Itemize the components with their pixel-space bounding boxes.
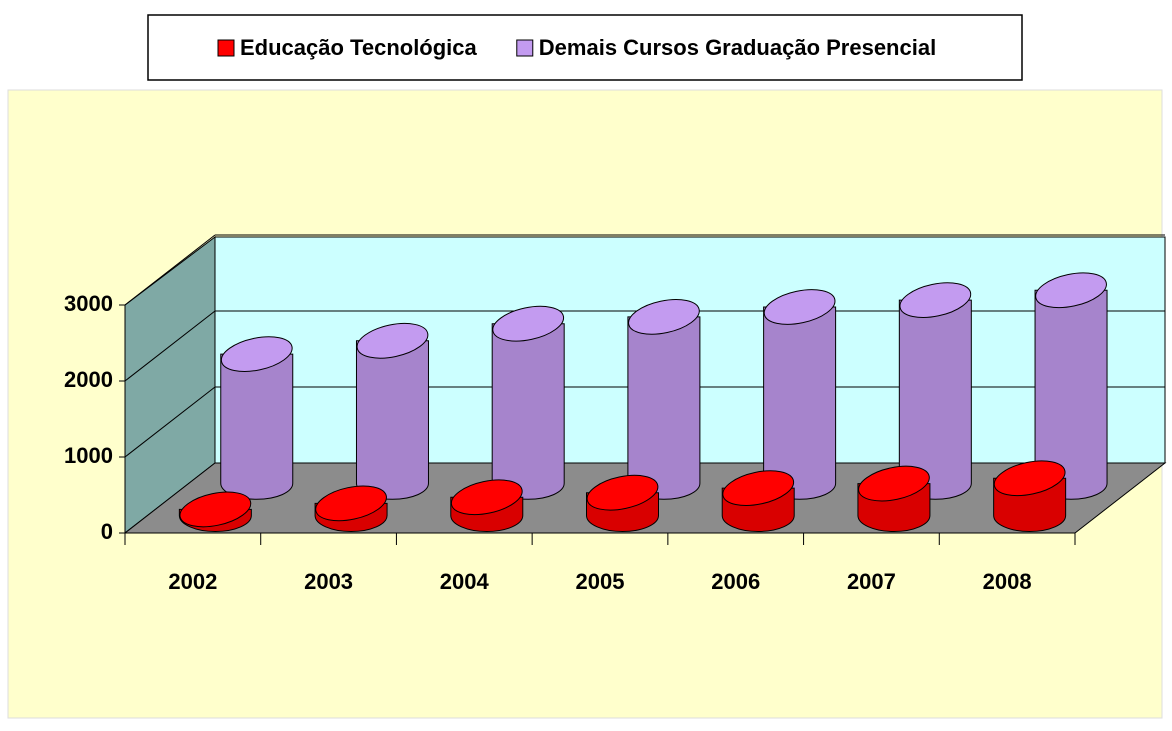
y-tick-label: 3000	[64, 291, 113, 316]
cylinder-top	[899, 282, 972, 318]
grid-line	[124, 386, 216, 458]
cylinder-body	[627, 316, 701, 500]
cylinder-top	[220, 336, 293, 372]
cylinder-body	[355, 340, 429, 500]
cylinder-top	[586, 474, 659, 511]
x-tick-label: 2003	[304, 569, 353, 594]
cylinder-top	[722, 470, 795, 506]
y-tick-label: 2000	[64, 367, 113, 392]
cylinder-top	[356, 322, 429, 359]
cylinder-top	[993, 460, 1066, 497]
cylinder-top	[492, 305, 565, 342]
legend-swatch	[217, 39, 235, 57]
cylinder-top	[315, 485, 387, 522]
x-tick-label: 2008	[983, 569, 1032, 594]
y-tick-label: 1000	[64, 443, 113, 468]
x-tick-label: 2006	[711, 569, 760, 594]
grid-line	[124, 234, 216, 306]
legend	[147, 14, 1023, 81]
cylinder-body	[220, 353, 294, 500]
x-tick-label: 2004	[440, 569, 490, 594]
cylinder-top	[1035, 272, 1107, 309]
cylinder-body	[491, 323, 565, 500]
cylinder-top	[763, 289, 836, 325]
y-tick-label: 0	[101, 519, 113, 544]
x-tick-label: 2007	[847, 569, 896, 594]
cylinder-top	[450, 479, 523, 516]
legend-swatch	[516, 39, 534, 57]
legend-label: Demais Cursos Graduação Presencial	[539, 35, 936, 60]
legend-label: Educação Tecnológica	[240, 35, 478, 60]
x-tick-label: 2002	[168, 569, 217, 594]
x-tick-label: 2005	[576, 569, 625, 594]
cylinder-top	[858, 465, 930, 502]
cylinder-top	[628, 299, 700, 335]
cylinder-top	[179, 491, 252, 528]
grid-line	[124, 310, 216, 382]
